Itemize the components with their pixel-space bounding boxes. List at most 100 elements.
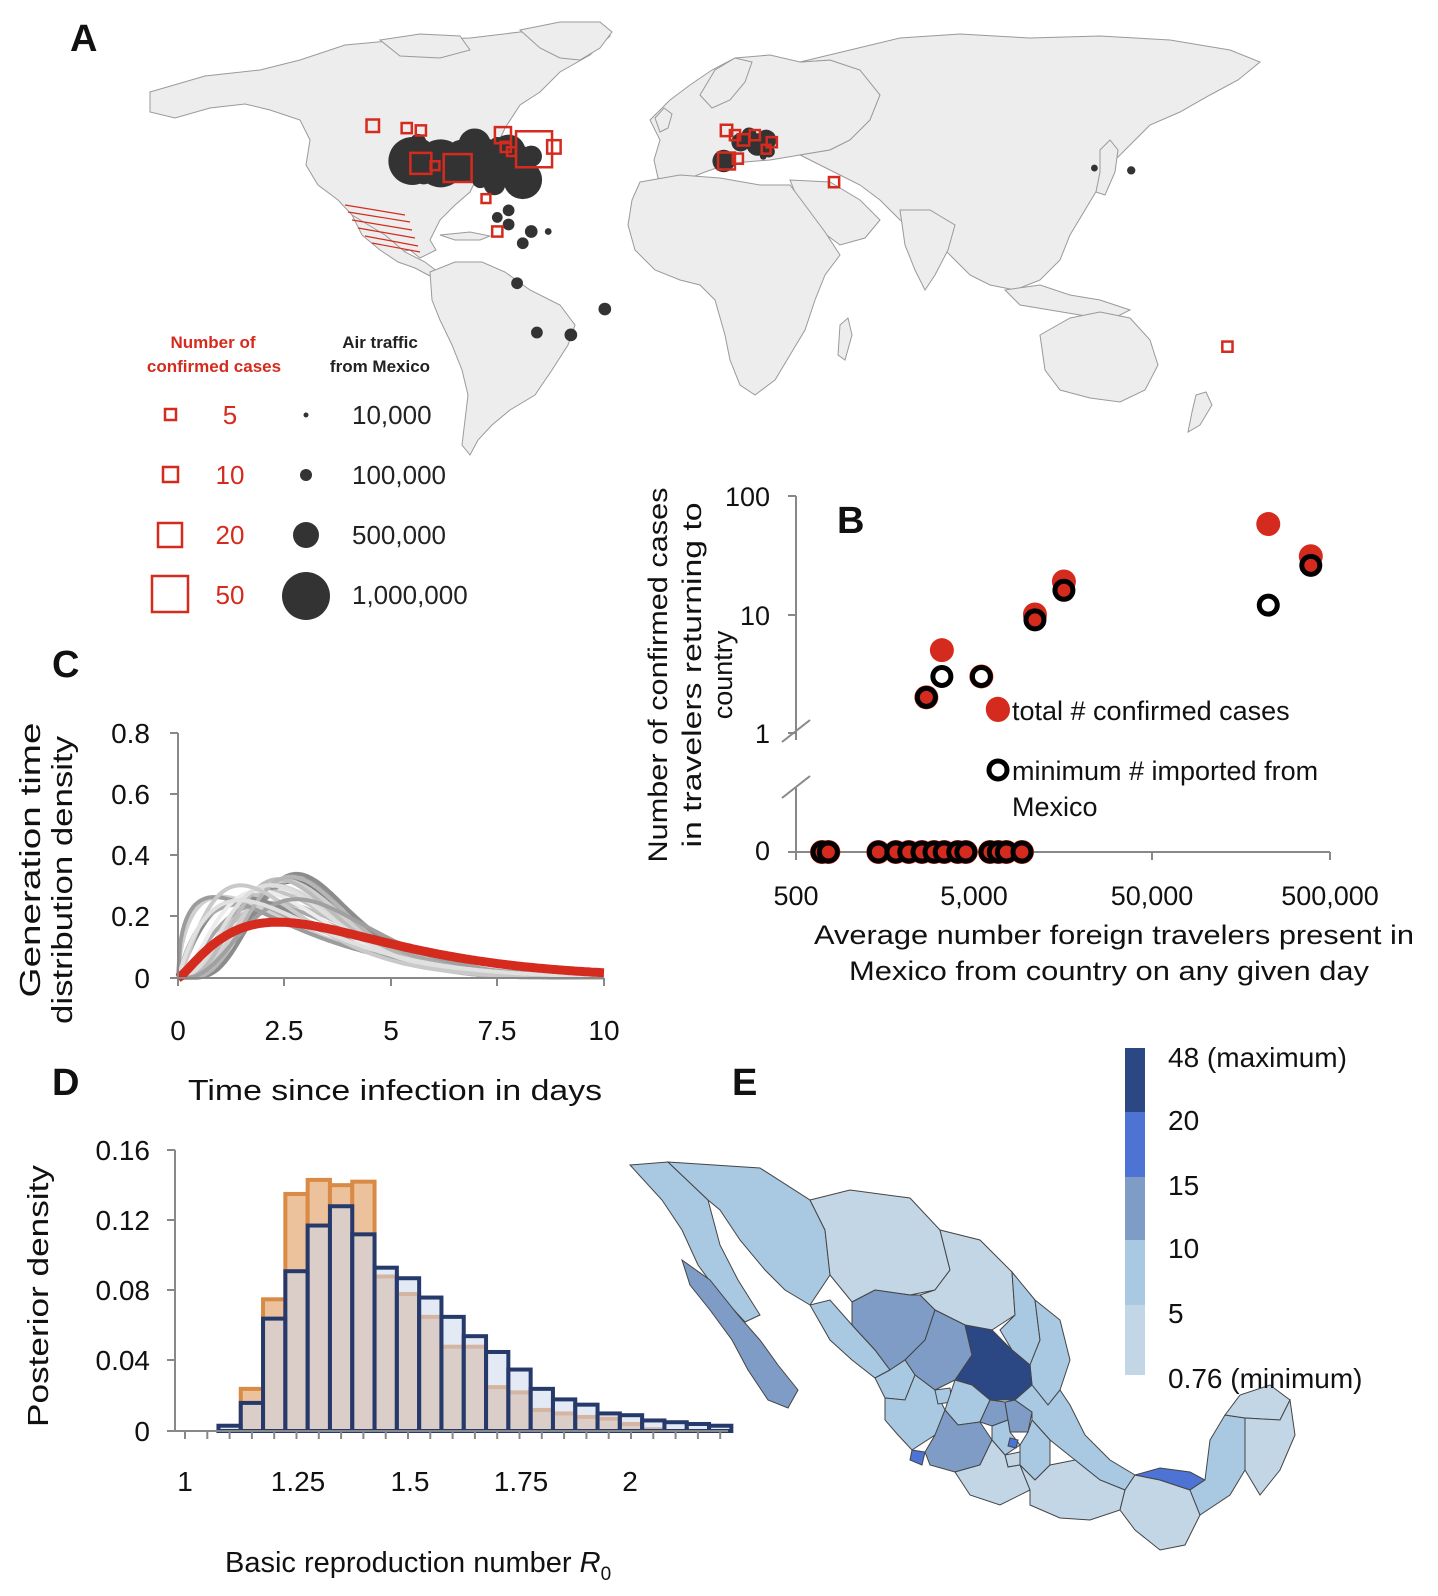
panel-b-xlabel-2: Mexico from country on any given day xyxy=(849,956,1370,986)
histogram-bar-navy xyxy=(372,1265,399,1433)
panel-d-histogram: 0.16 0.12 0.08 0.04 0 1 1.25 1.5 1.75 2 … xyxy=(23,1135,734,1585)
histogram-bar-navy xyxy=(550,1397,578,1433)
legend-case-square-20 xyxy=(156,521,184,549)
point-total-cases xyxy=(929,638,954,663)
histogram-bar-navy xyxy=(417,1295,444,1433)
legend-label-minimum-2: Mexico xyxy=(1012,792,1098,822)
case-square xyxy=(490,225,504,238)
panel-d-ytick-label: 0 xyxy=(134,1416,150,1447)
madagascar xyxy=(837,317,853,361)
point-minimum-imported xyxy=(816,840,840,864)
panel-b-xtick-label: 500 xyxy=(773,881,818,911)
panel-c-axis-titles: Generation time distribution density Tim… xyxy=(15,723,602,1108)
panel-c-xtick-label: 0 xyxy=(170,1015,186,1046)
panel-c-xtick-label: 10 xyxy=(588,1015,619,1046)
state-cdmx xyxy=(1007,1437,1019,1449)
case-square xyxy=(827,175,841,189)
histogram-bar-navy xyxy=(283,1269,310,1433)
caribbean xyxy=(439,231,492,241)
panel-c-xtick-label: 7.5 xyxy=(478,1015,517,1046)
histogram-bar-navy xyxy=(327,1204,355,1434)
colorbar-segment xyxy=(1125,1240,1145,1305)
panel-c-line-chart: 0.8 0.6 0.4 0.2 0 0 2.5 5 7.5 10 Generat… xyxy=(15,718,620,1108)
panel-c-ylabel-2: distribution density xyxy=(47,735,79,1024)
legend-traffic-label-500000: 500,000 xyxy=(352,520,446,550)
panel-label-e: E xyxy=(732,1062,758,1104)
point-total-cases xyxy=(1256,512,1281,537)
case-square xyxy=(505,145,518,158)
histogram-bar-navy xyxy=(439,1314,466,1433)
legend-traffic-title-2: from Mexico xyxy=(330,357,430,376)
traffic-dot xyxy=(598,302,612,316)
asia xyxy=(798,33,1261,291)
panel-d-xlabel-symbol: R xyxy=(580,1547,601,1579)
panel-d-ytick-label: 0.12 xyxy=(96,1205,151,1236)
colorbar-label: 10 xyxy=(1168,1233,1199,1264)
traffic-dot xyxy=(502,218,515,231)
legend-case-square-5 xyxy=(163,407,178,422)
case-square xyxy=(480,192,492,205)
panel-d-xtick-label: 1.5 xyxy=(391,1466,430,1497)
panel-b-axis-titles: Number of confirmed cases in travelers r… xyxy=(643,488,1414,987)
panel-c-axes xyxy=(170,732,605,986)
panel-label-c: C xyxy=(52,644,80,686)
panel-d-axes xyxy=(167,1149,728,1432)
traffic-dot xyxy=(503,160,543,200)
traffic-dot xyxy=(491,212,503,223)
state-sonora xyxy=(666,1161,831,1306)
histogram-bar-navy xyxy=(350,1232,377,1433)
panel-d-tick-labels: 0.16 0.12 0.08 0.04 0 1 1.25 1.5 1.75 2 xyxy=(96,1135,638,1497)
panel-b-points xyxy=(810,512,1323,864)
panel-d-xtick-label: 1 xyxy=(177,1466,193,1497)
point-minimum-imported xyxy=(1052,578,1076,602)
state-baja-california-sur xyxy=(681,1258,799,1409)
case-square xyxy=(400,121,414,135)
case-square xyxy=(1221,340,1234,353)
panel-b-break-mark-1 xyxy=(781,719,811,743)
traffic-dot xyxy=(483,173,506,196)
legend-cases-title-1: Number of xyxy=(171,333,256,352)
legend-label-total: total # confirmed cases xyxy=(1012,696,1290,726)
colorbar-label: 20 xyxy=(1168,1105,1199,1136)
panel-b-xtick-label: 50,000 xyxy=(1111,881,1194,911)
point-minimum-imported xyxy=(1256,593,1280,617)
legend-traffic-label-1000000: 1,000,000 xyxy=(352,580,468,610)
panel-e-mexico-map: 48 (maximum) 20 15 10 5 0.76 (minimum) xyxy=(628,1042,1362,1551)
panel-c-ytick-label: 0 xyxy=(134,963,150,994)
panel-b-ytick-label: 10 xyxy=(740,601,770,631)
panel-b-ylabel-1: Number of confirmed cases xyxy=(643,488,673,863)
land-masses xyxy=(149,21,1261,456)
legend-traffic-title-1: Air traffic xyxy=(342,333,418,352)
panel-c-ytick-label: 0.6 xyxy=(111,779,150,810)
case-square xyxy=(365,118,381,134)
panel-d-xlabel-main: Basic reproduction number xyxy=(225,1547,580,1579)
colorbar-segment xyxy=(1125,1305,1145,1375)
traffic-dot xyxy=(414,165,433,185)
legend-traffic-label-10000: 10,000 xyxy=(352,400,432,430)
case-square xyxy=(429,160,441,172)
legend-case-label-5: 5 xyxy=(223,400,237,430)
canadian-islands xyxy=(378,33,471,59)
case-squares-layer xyxy=(365,118,1234,353)
case-square xyxy=(760,143,772,155)
legend-traffic-label-100000: 100,000 xyxy=(352,460,446,490)
legend-marker-total xyxy=(986,698,1010,722)
legend-case-label-50: 50 xyxy=(216,580,245,610)
panel-b-break-mark-2 xyxy=(781,775,811,799)
panel-b-ytick-label: 0 xyxy=(755,836,770,866)
africa xyxy=(627,174,841,396)
australia xyxy=(1039,311,1159,403)
panel-d-axis-titles: Posterior density Basic reproduction num… xyxy=(23,1164,611,1585)
panel-d-xlabel: Basic reproduction number R0 xyxy=(225,1547,611,1585)
traffic-dot xyxy=(471,171,489,189)
case-square xyxy=(414,124,428,137)
panel-d-xtick-label: 1.25 xyxy=(271,1466,326,1497)
panel-c-ytick-label: 0.2 xyxy=(111,901,150,932)
panel-label-a: A xyxy=(70,18,98,60)
colorbar-label: 15 xyxy=(1168,1170,1199,1201)
legend-case-label-10: 10 xyxy=(216,460,245,490)
legend-traffic-dot-100000 xyxy=(300,469,312,481)
scandinavia xyxy=(699,57,753,109)
histogram-bar-navy xyxy=(484,1349,511,1433)
traffic-dot xyxy=(1091,164,1098,172)
